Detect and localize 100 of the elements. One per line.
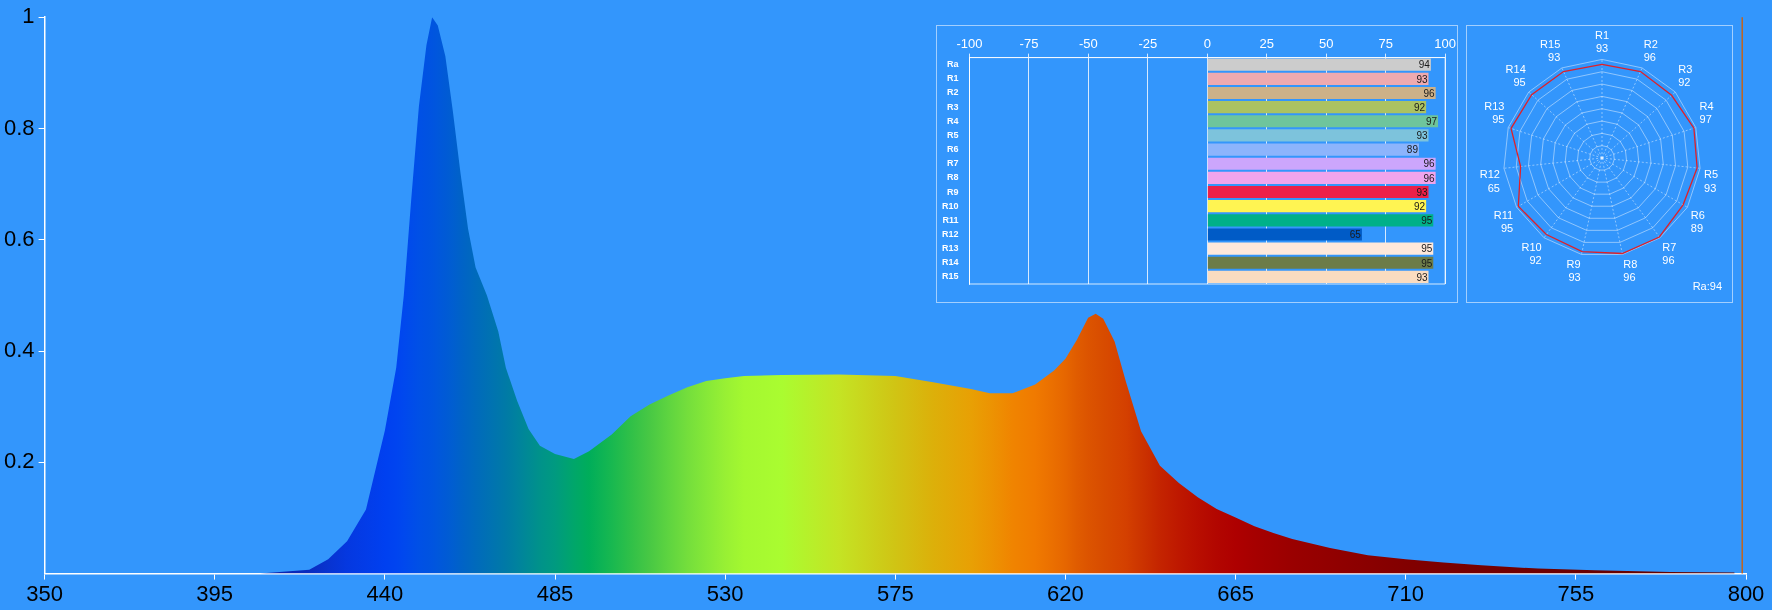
bar xyxy=(1207,58,1431,71)
spoke-label: R7 xyxy=(1662,240,1677,253)
x-tick-label: 395 xyxy=(196,580,234,606)
y-tick-label: 0.2 xyxy=(3,448,35,474)
data-label: 65 xyxy=(1349,229,1362,241)
y-tick-label: R11 xyxy=(942,214,959,225)
text: 95 xyxy=(1500,222,1514,235)
y-tick-label: 0.4 xyxy=(3,337,35,363)
y-tick-label: R14 xyxy=(941,257,959,268)
y-tick-label: R8 xyxy=(946,172,959,183)
y-tick-label: R10 xyxy=(941,200,959,211)
y-tick-label: 0.6 xyxy=(3,225,35,251)
x-tick-label: 485 xyxy=(536,580,574,606)
bar xyxy=(1207,270,1429,284)
y-tick-label: R12 xyxy=(941,228,959,239)
x-tick-label: -100 xyxy=(956,36,983,52)
bar xyxy=(1207,115,1439,128)
spoke-label: R9 xyxy=(1566,257,1581,270)
spoke-label: R12 xyxy=(1479,168,1500,181)
data-label: 95 xyxy=(1421,257,1433,269)
data-label: 97 xyxy=(1425,116,1438,128)
spoke-label: R1 xyxy=(1594,28,1610,41)
bar xyxy=(1207,157,1436,170)
bar xyxy=(1207,242,1434,255)
x-tick-label: 0 xyxy=(1203,36,1211,52)
text: 95 xyxy=(1492,112,1505,125)
bar xyxy=(1207,86,1436,100)
x-tick-label: 100 xyxy=(1434,36,1457,52)
y-tick-label: R13 xyxy=(941,243,959,254)
spoke-label: R13 xyxy=(1484,99,1505,112)
x-tick-label: 440 xyxy=(366,580,404,606)
y-tick-label: R15 xyxy=(941,271,959,282)
spoke-label: R11 xyxy=(1493,208,1514,221)
spoke-label: R10 xyxy=(1521,240,1542,253)
text: 65 xyxy=(1487,181,1500,194)
text: 93 xyxy=(1704,181,1717,194)
y-tick-label: R2 xyxy=(946,87,959,98)
y-tick-label: 1 xyxy=(22,3,35,29)
data-label: 96 xyxy=(1423,172,1436,184)
data-label: 93 xyxy=(1416,73,1428,85)
data-label: 95 xyxy=(1421,243,1433,255)
spoke-label: R15 xyxy=(1540,37,1561,50)
data-label: 95 xyxy=(1421,215,1433,227)
x-tick-label: 620 xyxy=(1047,580,1084,606)
data-label: 93 xyxy=(1416,130,1428,142)
text: 96 xyxy=(1623,271,1636,284)
x-tick-label: 800 xyxy=(1727,580,1765,606)
y-tick-label: R1 xyxy=(946,73,959,84)
spoke-label: R4 xyxy=(1699,99,1714,112)
spoke-label: R5 xyxy=(1704,168,1719,181)
y-tick-label: R5 xyxy=(946,129,959,140)
text: 96 xyxy=(1643,50,1656,63)
text: 97 xyxy=(1699,112,1712,125)
x-tick-label: -50 xyxy=(1079,36,1098,52)
y-tick-label: R6 xyxy=(946,144,959,155)
bar xyxy=(1207,171,1436,184)
y-tick-label: R9 xyxy=(946,186,959,197)
y-tick-label: R4 xyxy=(946,115,959,126)
x-tick-label: 575 xyxy=(876,580,914,606)
data-label: 93 xyxy=(1416,186,1428,198)
data-label: 96 xyxy=(1423,158,1436,170)
y-tick-label: 0.8 xyxy=(3,114,35,140)
spoke-label: R6 xyxy=(1690,208,1705,221)
bar xyxy=(1207,143,1419,156)
bar xyxy=(1207,200,1427,213)
x-tick-label: 710 xyxy=(1387,580,1425,606)
data-label: 93 xyxy=(1416,271,1428,283)
bar xyxy=(1207,185,1429,199)
data-label: 96 xyxy=(1423,87,1436,99)
bar xyxy=(1207,129,1429,142)
text: 92 xyxy=(1529,253,1542,266)
bar xyxy=(1207,256,1434,269)
annotation: Ra:94 xyxy=(1692,279,1722,292)
x-tick-label: 530 xyxy=(706,580,744,606)
bar xyxy=(1207,72,1429,85)
text: 93 xyxy=(1595,41,1609,54)
text: 93 xyxy=(1568,271,1581,284)
x-tick-label: -75 xyxy=(1019,36,1039,52)
data-label: 92 xyxy=(1414,200,1426,212)
text: 95 xyxy=(1513,75,1526,88)
y-tick-label: R7 xyxy=(946,158,959,169)
bar xyxy=(1207,101,1427,114)
x-tick-label: 75 xyxy=(1378,36,1393,52)
spoke-label: R14 xyxy=(1505,62,1526,75)
x-tick-label: 50 xyxy=(1319,36,1334,52)
bar xyxy=(1207,228,1362,241)
data-label: 92 xyxy=(1414,101,1426,113)
spoke-label: R3 xyxy=(1678,62,1693,75)
text: 96 xyxy=(1662,253,1675,266)
x-tick-label: 665 xyxy=(1217,580,1254,606)
spoke-label: R8 xyxy=(1623,257,1638,270)
y-tick-label: R3 xyxy=(946,101,959,112)
text: 93 xyxy=(1548,50,1561,63)
text: 92 xyxy=(1678,75,1691,88)
text: 89 xyxy=(1690,222,1704,235)
x-tick-label: 350 xyxy=(26,580,63,606)
data-label: 94 xyxy=(1418,59,1431,71)
data-label: 89 xyxy=(1406,144,1419,156)
x-tick-label: 755 xyxy=(1557,580,1595,606)
bar xyxy=(1207,214,1434,227)
